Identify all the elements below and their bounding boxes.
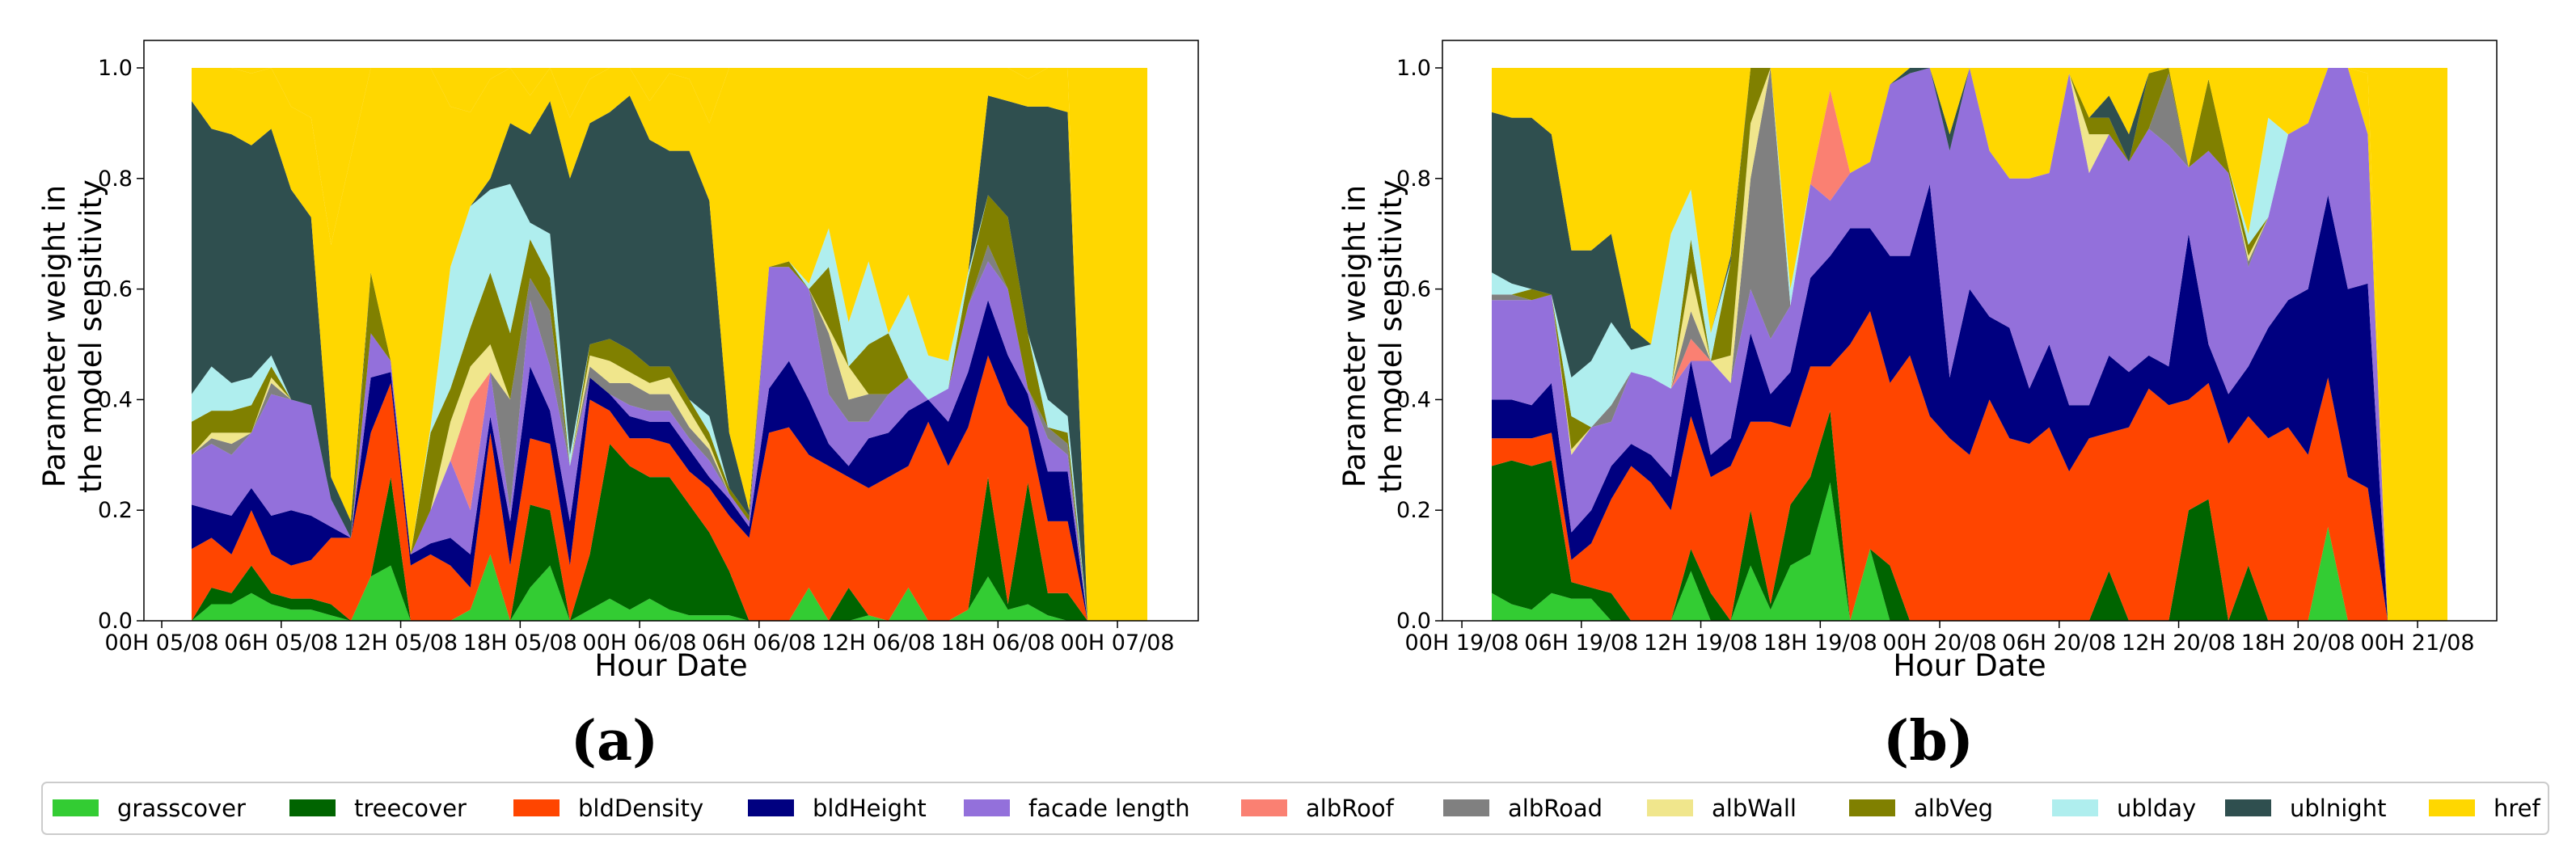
legend-swatch-albveg xyxy=(1849,799,1895,816)
y-tick-label: 0.4 xyxy=(1396,387,1431,412)
x-tick-label: 18H 06/08 xyxy=(941,630,1055,656)
legend-label-albroof: albRoof xyxy=(1306,795,1395,822)
y-axis-ticks-a: 0.0 0.2 0.4 0.6 0.8 1.0 xyxy=(98,56,144,634)
area-treecover xyxy=(192,444,1147,621)
x-tick-label: 06H 05/08 xyxy=(224,630,338,656)
legend-swatch-grasscover xyxy=(53,799,99,816)
legend-label-grasscover: grasscover xyxy=(117,795,246,822)
x-tick-label: 06H 19/08 xyxy=(1524,630,1638,656)
legend-label-ublday: ublday xyxy=(2117,795,2196,822)
chart-panel-b: 0.00.20.40.60.81.0 00H 19/08 06H 19/08 12H… xyxy=(1337,40,2498,774)
stacked-areas-a xyxy=(192,68,1147,622)
legend-swatch-treecover xyxy=(289,799,336,816)
x-axis-ticks-a: 00H 05/08 06H 05/08 12H 05/08 18H 05/08 00H … xyxy=(105,621,1175,656)
legend-label-facade-length: facade length xyxy=(1028,795,1190,822)
y-tick-label: 0.2 xyxy=(1396,498,1431,523)
x-tick-label: 18H 20/08 xyxy=(2241,630,2355,656)
y-axis-label-line2-a: the model sensitivity xyxy=(74,179,108,493)
y-tick-label: 0.4 xyxy=(98,387,133,412)
legend-label-albveg: albVeg xyxy=(1914,795,1993,822)
y-axis-label-line2-b: the model sensitivity xyxy=(1374,179,1408,493)
y-tick-label: 0.6 xyxy=(98,277,133,302)
legend-label-treecover: treecover xyxy=(354,795,467,822)
legend-swatch-href xyxy=(2429,799,2475,816)
legend-label-bldheight: bldHeight xyxy=(813,795,927,822)
x-tick-label: 00H 06/08 xyxy=(583,630,697,656)
chart-panel-a: 0.00.20.40.60.81.0 00H 05/08 06H 05/08 12H… xyxy=(37,40,1199,774)
y-tick-label: 0.8 xyxy=(98,167,133,192)
x-tick-label: 18H 19/08 xyxy=(1763,630,1877,656)
plot-frame-b xyxy=(1442,40,2498,622)
legend-swatch-albroad xyxy=(1443,799,1489,816)
legend-swatch-ublnight xyxy=(2225,799,2271,816)
x-tick-label: 18H 05/08 xyxy=(463,630,577,656)
legend-items: grasscover treecover bldDensity bldHeight fa… xyxy=(53,795,2541,822)
x-tick-label: 12H 20/08 xyxy=(2122,630,2236,656)
legend-label-albwall: albWall xyxy=(1712,795,1797,822)
area-treecover xyxy=(1492,411,2447,621)
y-axis-label-line1-a: Parameter weight in xyxy=(37,185,72,488)
x-tick-label: 00H 21/08 xyxy=(2361,630,2475,656)
y-tick-label: 1.0 xyxy=(98,56,133,81)
x-tick-label: 06H 06/08 xyxy=(702,630,816,656)
area-grasscover xyxy=(192,554,1147,621)
x-tick-label: 12H 05/08 xyxy=(344,630,458,656)
legend: grasscover treecover bldDensity bldHeight fa… xyxy=(41,782,2549,835)
x-tick-label: 06H 20/08 xyxy=(2002,630,2116,656)
stacked-areas-b xyxy=(1492,68,2447,622)
area-facade-length xyxy=(192,261,1147,621)
legend-label-href: href xyxy=(2494,795,2541,822)
legend-swatch-bldheight xyxy=(748,799,794,816)
area-href xyxy=(1492,68,2447,621)
x-tick-label: 00H 20/08 xyxy=(1883,630,1997,656)
legend-swatch-albwall xyxy=(1647,799,1693,816)
legend-label-albroad: albRoad xyxy=(1508,795,1603,822)
legend-swatch-albroof xyxy=(1241,799,1287,816)
legend-swatch-blddensity xyxy=(513,799,560,816)
y-axis-label-line1-b: Parameter weight in xyxy=(1337,185,1372,488)
y-tick-label: 0.0 xyxy=(1396,609,1431,634)
x-axis-ticks-b: 00H 19/08 06H 19/08 12H 19/08 18H 19/08 00H … xyxy=(1405,621,2475,656)
area-facade-length xyxy=(1492,68,2447,621)
legend-swatch-facade-length xyxy=(964,799,1010,816)
area-blddensity xyxy=(1492,311,2447,621)
x-tick-label: 12H 06/08 xyxy=(821,630,935,656)
area-ublnight xyxy=(192,95,1147,621)
y-tick-label: 0.2 xyxy=(98,498,133,523)
legend-frame xyxy=(41,782,2549,835)
y-tick-label: 0.8 xyxy=(1396,167,1431,192)
area-albroad xyxy=(1492,68,2447,621)
area-blddensity xyxy=(192,355,1147,621)
legend-label-blddensity: bldDensity xyxy=(578,795,703,822)
area-grasscover xyxy=(1492,483,2447,621)
y-tick-label: 0.6 xyxy=(1396,277,1431,302)
x-axis-label-a: Hour Date xyxy=(594,648,747,683)
legend-swatch-ublday xyxy=(2052,799,2098,816)
x-tick-label: 00H 19/08 xyxy=(1405,630,1519,656)
legend-label-ublnight: ublnight xyxy=(2290,795,2386,822)
x-axis-label-b: Hour Date xyxy=(1893,648,2046,683)
panel-label-b: (b) xyxy=(1883,709,1974,774)
area-bldheight xyxy=(1492,183,2447,622)
y-axis-ticks-b: 0.0 0.2 0.4 0.6 0.8 1.0 xyxy=(1396,56,1442,634)
x-tick-label: 00H 05/08 xyxy=(105,630,219,656)
x-tick-label: 12H 19/08 xyxy=(1644,630,1758,656)
y-tick-label: 0.0 xyxy=(98,609,133,634)
x-tick-label: 00H 07/08 xyxy=(1061,630,1175,656)
panel-label-a: (a) xyxy=(571,709,658,774)
plot-frame-a xyxy=(143,40,1199,622)
y-tick-label: 1.0 xyxy=(1396,56,1431,81)
area-href xyxy=(192,68,1147,621)
